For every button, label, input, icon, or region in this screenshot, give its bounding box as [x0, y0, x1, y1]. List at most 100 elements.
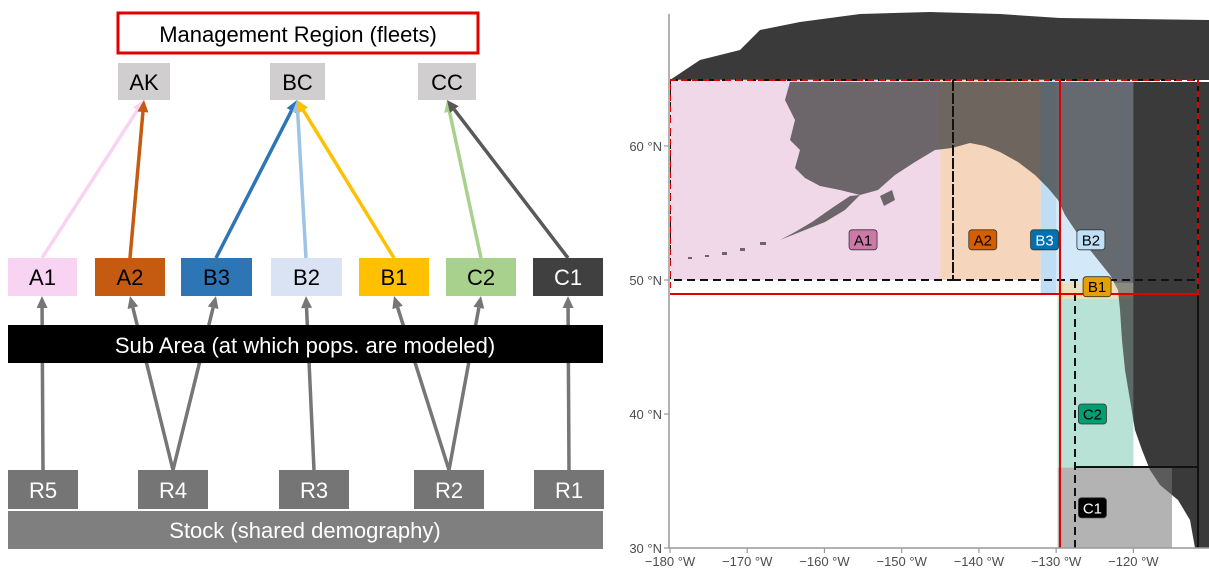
- map-area-labels: A1 A2 B3 B2 B1 C2 C1: [848, 229, 1112, 519]
- x-tick: −170 °W: [722, 548, 773, 569]
- stock-r4: R4: [138, 470, 208, 509]
- map-label-text-a1: A1: [854, 232, 872, 249]
- y-tick: 30 °N: [629, 541, 669, 556]
- stock-r5: R5: [8, 470, 78, 509]
- stock-r1: R1: [534, 470, 604, 509]
- arrow-a2-to-ak: [128, 100, 149, 259]
- stock-label-r3: R3: [300, 478, 328, 503]
- stock-box-r4: [138, 470, 208, 509]
- subarea-a2: A2: [95, 258, 165, 296]
- region-label-ak: AK: [129, 70, 159, 95]
- land-kodiak: [880, 190, 895, 206]
- region-ak: AK: [118, 63, 170, 100]
- land-alaska: [785, 82, 952, 195]
- subarea-label-b3: B3: [203, 265, 230, 290]
- border-a1: [670, 79, 954, 281]
- arrow-c2-to-cc: [444, 100, 483, 259]
- map-label-text-b2: B2: [1082, 232, 1100, 249]
- land-alaska-peninsula: [780, 195, 860, 240]
- map-panel: A1 A2 B3 B2 B1 C2 C1 −180 °W −170 °W −160 °W −150…: [629, 12, 1209, 569]
- region-bc: BC: [270, 63, 325, 100]
- subarea-b3: B3: [181, 258, 252, 296]
- management-title: Management Region (fleets): [159, 22, 437, 47]
- map-label-b2: B2: [1076, 229, 1106, 251]
- y-tick-label: 60 °N: [629, 139, 662, 154]
- landmass: [670, 12, 1209, 548]
- x-tick: −120 °W: [1108, 548, 1159, 569]
- stock-bar-label: Stock (shared demography): [169, 518, 440, 543]
- map-label-a1: A1: [848, 229, 878, 251]
- arrow-r4-to-b3: [171, 296, 219, 471]
- subarea-bar-label: Sub Area (at which pops. are modeled): [115, 333, 495, 358]
- map-areas: [670, 79, 1172, 548]
- subarea-a1: A1: [8, 258, 77, 296]
- subarea-label-a2: A2: [117, 265, 144, 290]
- subarea-box-a1: [8, 258, 77, 296]
- y-tick-label: 40 °N: [629, 407, 662, 422]
- map-label-c1: C1: [1078, 497, 1107, 519]
- subarea-box-c1: [533, 258, 603, 296]
- map-area-c1: [1057, 467, 1172, 548]
- y-ticks: 30 °N 40 °N 50 °N 60 °N: [629, 139, 669, 556]
- region-box-ak: [118, 63, 170, 100]
- region-cc: CC: [418, 63, 476, 100]
- subarea-c1: C1: [533, 258, 603, 296]
- x-tick: −180 °W: [645, 548, 696, 569]
- subarea-box-a2: [95, 258, 165, 296]
- subarea-box-c2: [446, 258, 516, 296]
- stock-box-r1: [534, 470, 604, 509]
- map-label-text-a2: A2: [974, 232, 992, 249]
- region-box-cc: [418, 63, 476, 100]
- land-aleutians: [688, 242, 766, 259]
- x-tick-label: −120 °W: [1108, 554, 1159, 569]
- map-area-tint-c2: [1057, 298, 1134, 468]
- map-label-c2: C2: [1078, 403, 1107, 425]
- arrow-b3-to-bc: [214, 100, 297, 259]
- y-tick: 50 °N: [629, 273, 669, 288]
- x-tick-label: −170 °W: [722, 554, 773, 569]
- subarea-bar: [8, 325, 603, 363]
- subarea-box-b2: [271, 258, 342, 296]
- stock-label-r5: R5: [29, 478, 57, 503]
- arrow-r2-to-c2: [447, 296, 485, 471]
- subarea-box-b3: [181, 258, 252, 296]
- subarea-b1: B1: [359, 258, 429, 296]
- subarea-label-c2: C2: [467, 265, 495, 290]
- x-tick: −130 °W: [1031, 548, 1082, 569]
- land-alaska-north: [670, 12, 1209, 80]
- red-dashed-outline: [670, 79, 1199, 295]
- arrow-r2-to-b1: [392, 296, 451, 471]
- subarea-label-a1: A1: [29, 265, 56, 290]
- region-label-cc: CC: [431, 70, 463, 95]
- y-tick-label: 50 °N: [629, 273, 662, 288]
- map-area-tint-b2: [1056, 79, 1134, 294]
- x-tick-label: −180 °W: [645, 554, 696, 569]
- stock-box-r3: [279, 470, 349, 509]
- map-area-tint-a1: [670, 79, 941, 280]
- region-box-bc: [270, 63, 325, 100]
- y-tick: 60 °N: [629, 139, 669, 154]
- management-title-box: [116, 11, 480, 55]
- arrow-r4-to-a2: [127, 296, 175, 471]
- x-tick-label: −160 °W: [799, 554, 850, 569]
- stock-label-r1: R1: [555, 478, 583, 503]
- subarea-box-b1: [359, 258, 429, 296]
- map-label-text-b3: B3: [1035, 232, 1053, 249]
- stock-box-r2: [414, 470, 484, 509]
- map-area-tint-b3: [1040, 79, 1057, 294]
- arrow-a1-to-ak: [40, 100, 144, 259]
- subarea-b2: B2: [271, 258, 342, 296]
- y-tick-label: 30 °N: [629, 541, 662, 556]
- stock-arrows: [36, 296, 574, 471]
- map-label-text-c2: C2: [1083, 407, 1102, 424]
- subarea-label-b1: B1: [381, 265, 408, 290]
- arrow-r5-to-a1: [36, 296, 48, 471]
- x-tick-label: −150 °W: [876, 554, 927, 569]
- map-label-b1: B1: [1082, 276, 1112, 298]
- stock-box-r5: [8, 470, 78, 509]
- map-area-tint-c1: [1057, 467, 1172, 548]
- x-tick: −160 °W: [799, 548, 850, 569]
- x-tick-label: −130 °W: [1031, 554, 1082, 569]
- region-label-bc: BC: [282, 70, 313, 95]
- land-canada: [952, 82, 1209, 548]
